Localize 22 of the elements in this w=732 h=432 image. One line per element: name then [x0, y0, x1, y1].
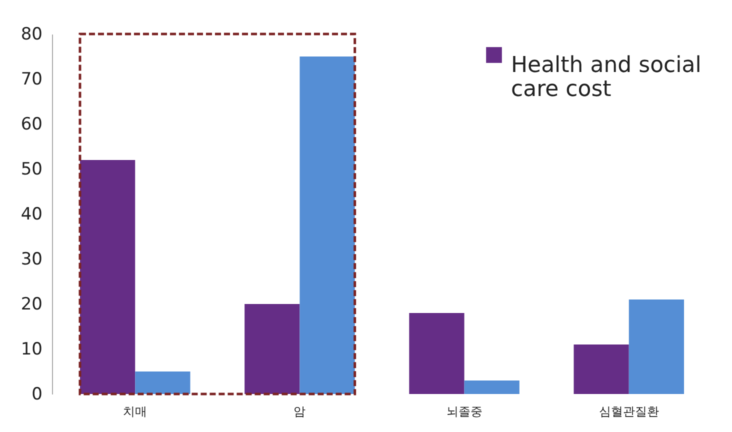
y-tick-label: 20 [20, 294, 42, 314]
legend-label: Health and social care cost [511, 53, 702, 102]
bar [300, 56, 355, 394]
y-tick-label: 40 [20, 204, 42, 224]
bar [409, 313, 464, 394]
bar [574, 344, 629, 394]
bar [244, 304, 300, 394]
bar [80, 160, 136, 394]
bar [135, 372, 190, 394]
x-tick-label: 뇌졸중 [446, 404, 482, 418]
x-tick-label: 치매 [123, 404, 148, 418]
bar [464, 380, 520, 394]
x-tick-label: 암 [294, 404, 306, 418]
x-tick-label: 심혈관질환 [598, 404, 659, 418]
y-tick-label: 30 [20, 250, 42, 270]
y-tick-label: 70 [20, 70, 42, 90]
y-tick-label: 80 [20, 24, 42, 44]
bar [628, 300, 684, 394]
y-tick-label: 60 [20, 114, 42, 134]
y-tick-label: 10 [20, 340, 42, 360]
y-tick-label: 0 [32, 384, 42, 404]
y-tick-label: 50 [20, 160, 42, 180]
